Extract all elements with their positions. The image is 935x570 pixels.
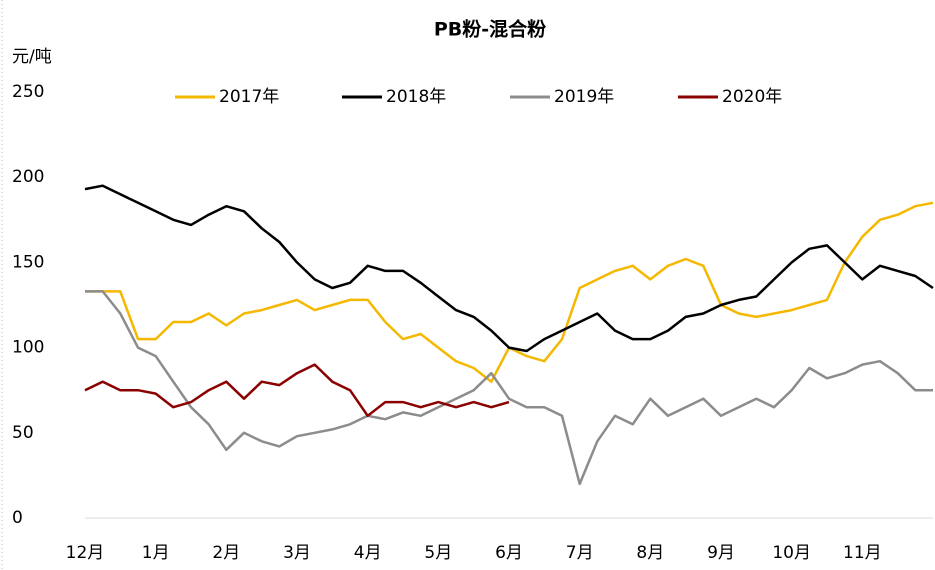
line-series (84, 363, 510, 418)
line-series (85, 201, 934, 383)
line-series (85, 290, 933, 486)
chart-title: PB粉-混合粉 (434, 18, 546, 41)
x-tick-label: 2月 (212, 543, 240, 563)
legend-label: 2019年 (554, 87, 614, 107)
x-tick-label: 6月 (495, 543, 523, 563)
y-axis-label: 元/吨 (12, 47, 52, 67)
line-series (84, 184, 934, 353)
x-tick-label: 9月 (707, 543, 735, 563)
legend-label: 2020年 (722, 87, 782, 107)
x-tick-label: 10月 (772, 543, 811, 563)
x-tick-label: 7月 (566, 543, 594, 563)
x-tick-label: 11月 (843, 543, 882, 563)
legend-label: 2018年 (386, 87, 446, 107)
x-tick-label: 8月 (636, 543, 664, 563)
y-tick-label: 250 (12, 82, 44, 102)
y-tick-label: 0 (12, 508, 23, 528)
x-tick-label: 5月 (424, 543, 452, 563)
y-tick-label: 50 (12, 423, 34, 443)
y-tick-label: 100 (12, 338, 44, 358)
y-tick-label: 200 (12, 167, 44, 187)
x-tick-label: 4月 (354, 543, 382, 563)
x-tick-label: 1月 (142, 543, 170, 563)
x-tick-label: 12月 (66, 543, 105, 563)
x-tick-label: 3月 (283, 543, 311, 563)
legend-label: 2017年 (219, 87, 279, 107)
y-tick-label: 150 (12, 252, 44, 272)
